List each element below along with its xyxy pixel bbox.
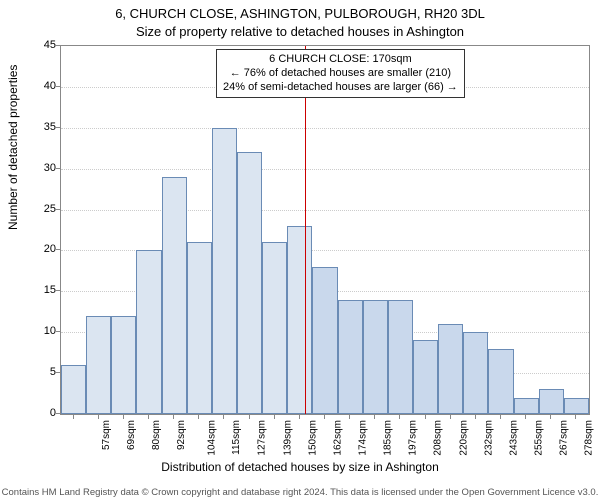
- callout-line: 24% of semi-detached houses are larger (…: [223, 81, 458, 95]
- x-tick-label: 185sqm: [383, 420, 394, 456]
- histogram-bar: [262, 242, 287, 414]
- x-tick-mark: [324, 415, 325, 419]
- x-tick-mark: [349, 415, 350, 419]
- y-tick-label: 20: [16, 243, 56, 255]
- histogram-bar: [539, 389, 564, 414]
- x-tick-mark: [249, 415, 250, 419]
- histogram-bar: [564, 398, 589, 414]
- histogram-bar: [514, 398, 539, 414]
- y-tick-label: 35: [16, 121, 56, 133]
- gridline: [61, 128, 589, 129]
- x-tick-label: 139sqm: [282, 420, 293, 456]
- y-tick-label: 25: [16, 203, 56, 215]
- y-tick-mark: [56, 249, 60, 250]
- x-tick-label: 127sqm: [257, 420, 268, 456]
- y-tick-mark: [56, 372, 60, 373]
- x-tick-mark: [198, 415, 199, 419]
- chart-title-line1: 6, CHURCH CLOSE, ASHINGTON, PULBOROUGH, …: [0, 6, 600, 21]
- y-tick-mark: [56, 209, 60, 210]
- x-tick-label: 267sqm: [559, 420, 570, 456]
- histogram-bar: [463, 332, 488, 414]
- histogram-bar: [338, 300, 363, 414]
- histogram-bar: [312, 267, 337, 414]
- y-tick-mark: [56, 413, 60, 414]
- plot-area: 6 CHURCH CLOSE: 170sqm← 76% of detached …: [60, 45, 590, 415]
- histogram-bar: [438, 324, 463, 414]
- x-tick-label: 174sqm: [358, 420, 369, 456]
- histogram-bar: [162, 177, 187, 414]
- x-tick-mark: [575, 415, 576, 419]
- x-tick-mark: [374, 415, 375, 419]
- callout-line: 6 CHURCH CLOSE: 170sqm: [223, 53, 458, 67]
- gridline: [61, 169, 589, 170]
- y-tick-label: 15: [16, 284, 56, 296]
- x-tick-mark: [299, 415, 300, 419]
- gridline: [61, 210, 589, 211]
- histogram-bar: [187, 242, 212, 414]
- y-tick-mark: [56, 45, 60, 46]
- x-tick-mark: [399, 415, 400, 419]
- histogram-bar: [212, 128, 237, 414]
- histogram-bar: [363, 300, 388, 414]
- x-tick-mark: [450, 415, 451, 419]
- y-tick-label: 5: [16, 366, 56, 378]
- x-tick-label: 80sqm: [151, 420, 162, 450]
- y-tick-label: 0: [16, 407, 56, 419]
- y-tick-mark: [56, 168, 60, 169]
- x-tick-label: 115sqm: [231, 420, 242, 455]
- y-tick-mark: [56, 331, 60, 332]
- y-tick-label: 45: [16, 39, 56, 51]
- copyright-footer: Contains HM Land Registry data © Crown c…: [0, 487, 600, 498]
- x-tick-mark: [475, 415, 476, 419]
- x-tick-label: 57sqm: [101, 420, 112, 450]
- histogram-bar: [413, 340, 438, 414]
- x-tick-label: 92sqm: [176, 420, 187, 450]
- x-tick-mark: [148, 415, 149, 419]
- chart-title-line2: Size of property relative to detached ho…: [0, 24, 600, 39]
- x-tick-mark: [500, 415, 501, 419]
- x-tick-mark: [173, 415, 174, 419]
- x-tick-mark: [425, 415, 426, 419]
- x-tick-label: 69sqm: [126, 420, 137, 450]
- x-tick-label: 278sqm: [584, 420, 595, 456]
- histogram-bar: [61, 365, 86, 414]
- callout-line: ← 76% of detached houses are smaller (21…: [223, 67, 458, 81]
- x-tick-label: 197sqm: [408, 420, 419, 456]
- x-tick-mark: [525, 415, 526, 419]
- x-tick-label: 243sqm: [508, 420, 519, 456]
- histogram-bar: [287, 226, 312, 414]
- x-tick-mark: [550, 415, 551, 419]
- histogram-bar: [136, 250, 161, 414]
- x-tick-mark: [223, 415, 224, 419]
- x-tick-label: 162sqm: [332, 420, 343, 456]
- x-tick-label: 208sqm: [433, 420, 444, 456]
- histogram-bar: [86, 316, 111, 414]
- reference-line: [305, 46, 306, 414]
- x-tick-mark: [123, 415, 124, 419]
- x-tick-label: 255sqm: [534, 420, 545, 456]
- x-tick-label: 104sqm: [207, 420, 218, 456]
- callout-box: 6 CHURCH CLOSE: 170sqm← 76% of detached …: [216, 49, 465, 98]
- x-tick-mark: [274, 415, 275, 419]
- x-tick-mark: [73, 415, 74, 419]
- y-tick-label: 10: [16, 325, 56, 337]
- x-tick-label: 232sqm: [483, 420, 494, 456]
- y-tick-mark: [56, 127, 60, 128]
- x-tick-label: 220sqm: [458, 420, 469, 456]
- histogram-bar: [237, 152, 262, 414]
- y-tick-label: 30: [16, 162, 56, 174]
- x-tick-mark: [98, 415, 99, 419]
- x-tick-label: 150sqm: [307, 420, 318, 456]
- y-tick-mark: [56, 290, 60, 291]
- x-axis-label: Distribution of detached houses by size …: [0, 460, 600, 474]
- y-tick-label: 40: [16, 80, 56, 92]
- histogram-bar: [388, 300, 413, 414]
- histogram-bar: [111, 316, 136, 414]
- y-tick-mark: [56, 86, 60, 87]
- histogram-bar: [488, 349, 513, 414]
